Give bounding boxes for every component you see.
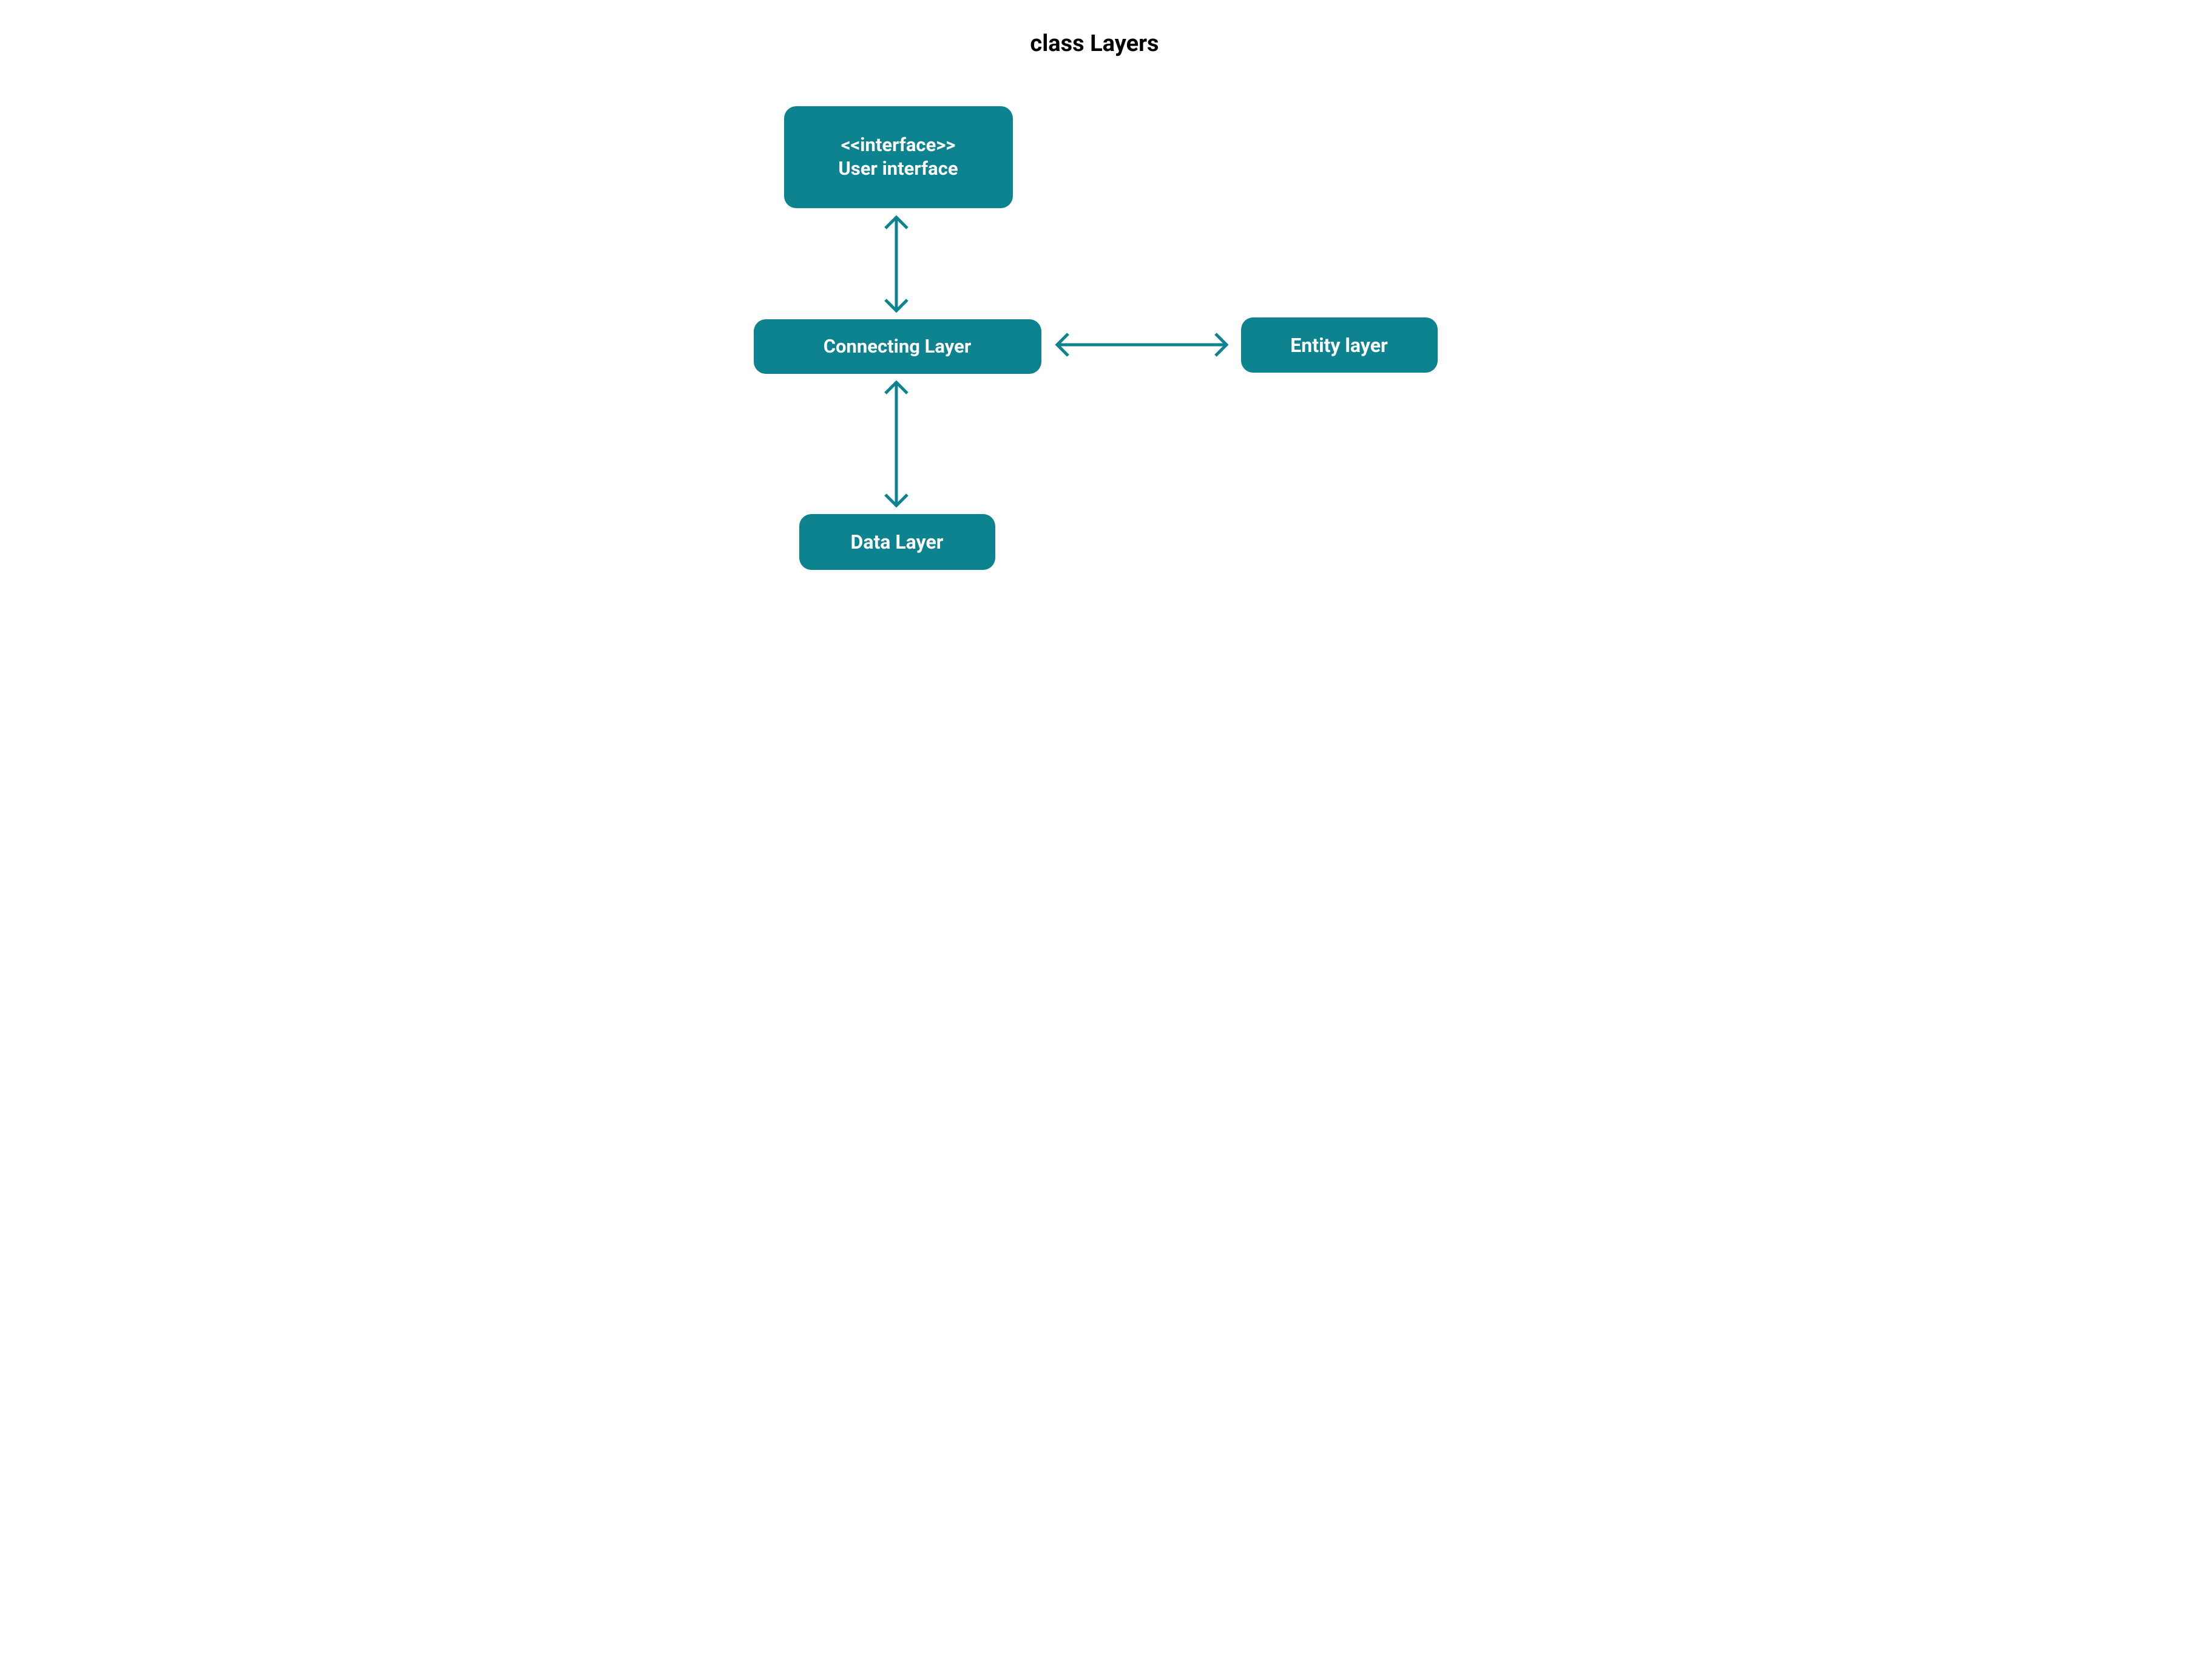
node-entity-layer-line-0: Entity layer — [1290, 333, 1387, 357]
node-data-layer: Data Layer — [799, 514, 995, 570]
node-user-interface: <<interface>>User interface — [784, 106, 1013, 208]
node-connecting-layer: Connecting Layer — [754, 319, 1041, 374]
node-connecting-layer-line-0: Connecting Layer — [824, 335, 972, 359]
diagram-title: class Layers — [716, 30, 1474, 57]
edge-connecting-to-entity — [1044, 331, 1240, 358]
node-entity-layer: Entity layer — [1241, 317, 1438, 373]
diagram-canvas: class Layers <<interface>>User interface… — [716, 0, 1474, 589]
node-user-interface-line-0: <<interface>> — [841, 134, 956, 157]
node-user-interface-line-1: User interface — [838, 157, 958, 181]
edge-ui-to-connecting — [883, 204, 910, 324]
node-data-layer-line-0: Data Layer — [851, 530, 944, 554]
edge-connecting-to-data — [883, 369, 910, 519]
